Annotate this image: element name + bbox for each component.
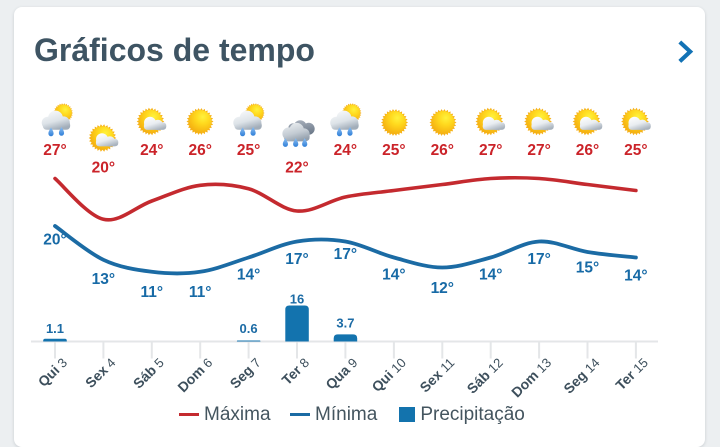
svg-text:16: 16	[290, 292, 304, 307]
svg-text:26°: 26°	[188, 142, 211, 159]
svg-text:24°: 24°	[140, 142, 163, 159]
svg-text:Sáb 5: Sáb 5	[130, 354, 167, 391]
svg-text:0.6: 0.6	[240, 321, 258, 336]
svg-text:Seg 7: Seg 7	[227, 354, 264, 391]
svg-text:1.1: 1.1	[46, 321, 64, 336]
svg-text:11°: 11°	[189, 284, 212, 301]
svg-text:14°: 14°	[382, 267, 405, 284]
svg-text:Ter 8: Ter 8	[278, 354, 312, 388]
svg-text:Ter 15: Ter 15	[612, 354, 651, 393]
svg-text:12°: 12°	[431, 280, 454, 297]
svg-text:27°: 27°	[527, 142, 550, 159]
svg-text:Dom 6: Dom 6	[174, 354, 215, 395]
svg-text:15°: 15°	[576, 260, 599, 277]
svg-text:3.7: 3.7	[336, 316, 354, 331]
svg-text:Qua 9: Qua 9	[322, 354, 360, 392]
svg-text:14°: 14°	[237, 267, 260, 284]
svg-text:14°: 14°	[479, 267, 502, 284]
svg-text:11°: 11°	[141, 284, 164, 301]
svg-text:24°: 24°	[334, 142, 357, 159]
svg-text:27°: 27°	[43, 142, 66, 159]
svg-text:25°: 25°	[237, 142, 260, 159]
svg-text:17°: 17°	[527, 251, 550, 268]
svg-text:Dom 13: Dom 13	[508, 354, 554, 400]
svg-text:26°: 26°	[431, 142, 454, 159]
svg-text:14°: 14°	[624, 268, 647, 285]
svg-text:17°: 17°	[285, 251, 308, 268]
svg-text:Seg 14: Seg 14	[560, 354, 602, 396]
svg-text:22°: 22°	[285, 159, 308, 176]
svg-text:Qui 10: Qui 10	[368, 354, 409, 395]
svg-text:17°: 17°	[334, 246, 357, 263]
svg-text:13°: 13°	[92, 271, 115, 288]
svg-text:Sex 11: Sex 11	[416, 354, 457, 395]
svg-text:Sáb 12: Sáb 12	[464, 354, 506, 396]
svg-text:27°: 27°	[479, 142, 502, 159]
svg-text:25°: 25°	[624, 142, 647, 159]
svg-text:25°: 25°	[382, 142, 405, 159]
svg-text:Qui 3: Qui 3	[35, 354, 70, 389]
svg-text:20°: 20°	[92, 159, 115, 176]
svg-text:20°: 20°	[43, 232, 66, 249]
svg-text:26°: 26°	[576, 142, 599, 159]
svg-text:Sex 4: Sex 4	[82, 354, 119, 391]
